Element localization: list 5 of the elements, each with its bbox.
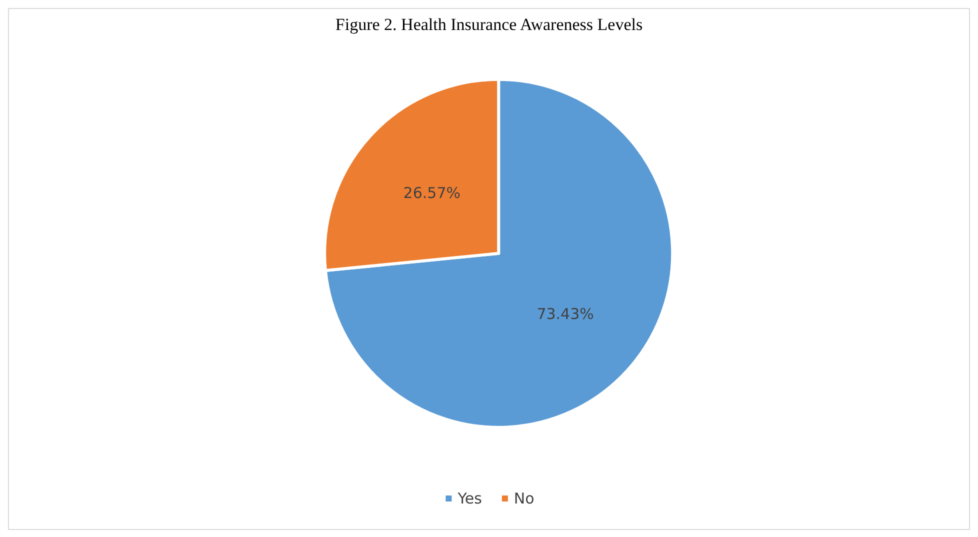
data-label: 73.43%: [536, 304, 594, 323]
legend-label: No: [514, 490, 534, 508]
legend-label: Yes: [456, 490, 482, 508]
chart-title: Figure 2. Health Insurance Awareness Levels: [335, 15, 643, 34]
data-label: 26.57%: [403, 184, 460, 202]
